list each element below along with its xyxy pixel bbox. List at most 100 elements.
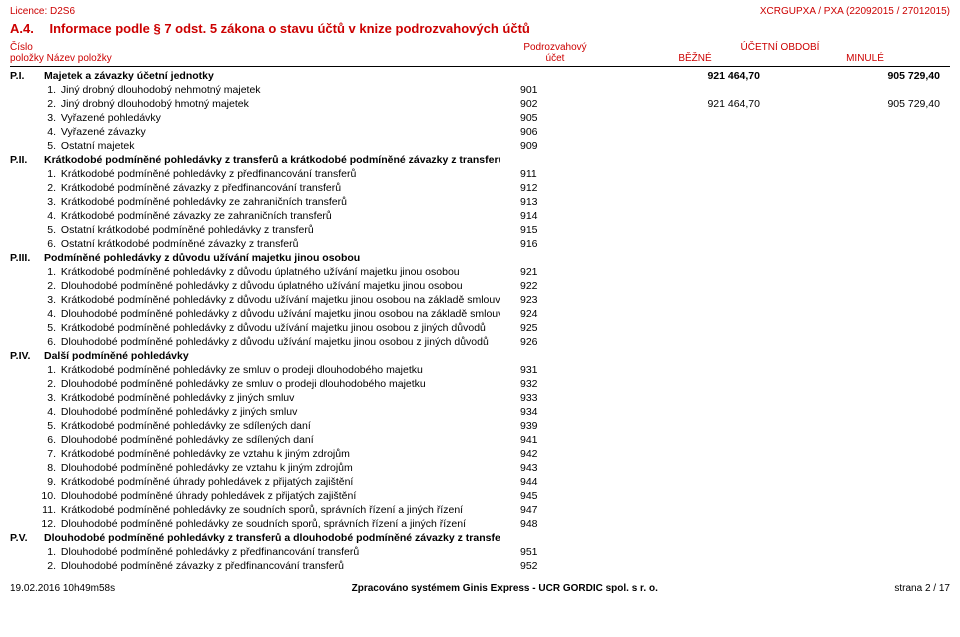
row-v1 [610, 125, 790, 139]
row-v2 [790, 363, 950, 377]
row-num: 4. [32, 405, 56, 419]
table-header: Číslo položky Název položky Podrozvahový… [10, 42, 950, 67]
th-period: ÚČETNÍ OBDOBÍ [610, 42, 950, 53]
row-v2 [790, 503, 950, 517]
table-row: 1. Krátkodobé podmíněné pohledávky z pře… [10, 167, 950, 181]
row-v1 [610, 461, 790, 475]
table-row: 10. Dlouhodobé podmíněné úhrady pohledáv… [10, 489, 950, 503]
row-num: 6. [32, 237, 56, 251]
docref-text: XCRGUPXA / PXA (22092015 / 27012015) [760, 6, 950, 17]
row-label: Dlouhodobé podmíněné pohledávky ze sdíle… [61, 434, 314, 446]
row-v2 [790, 83, 950, 97]
row-num: 2. [32, 181, 56, 195]
th-acct-2: účet [546, 53, 565, 64]
row-acct: 914 [500, 209, 610, 223]
row-num: 7. [32, 447, 56, 461]
group-code: P.II. [10, 153, 44, 167]
row-label: Vyřazené závazky [61, 126, 146, 138]
row-v1 [610, 391, 790, 405]
th-left-2: položky Název položky [10, 53, 500, 64]
row-label: Dlouhodobé podmíněné pohledávky z důvodu… [61, 336, 489, 348]
row-label: Dlouhodobé podmíněné pohledávky z jiných… [61, 406, 297, 418]
group-code: P.IV. [10, 349, 44, 363]
row-label: Jiný drobný dlouhodobý nehmotný majetek [61, 84, 261, 96]
footer: 19.02.2016 10h49m58s Zpracováno systémem… [0, 583, 960, 598]
table-row: 4. Dlouhodobé podmíněné pohledávky z jin… [10, 405, 950, 419]
row-label: Krátkodobé podmíněné pohledávky z předfi… [61, 168, 356, 180]
row-v2 [790, 545, 950, 559]
row-v1 [610, 279, 790, 293]
row-v2 [790, 167, 950, 181]
group-v1 [610, 531, 790, 545]
row-acct: 931 [500, 363, 610, 377]
group-v1 [610, 349, 790, 363]
row-label: Dlouhodobé podmíněné pohledávky z důvodu… [61, 308, 500, 320]
row-v2 [790, 489, 950, 503]
row-v1 [610, 419, 790, 433]
row-v2 [790, 307, 950, 321]
th-acct-1: Podrozvahový [500, 42, 610, 53]
row-label: Ostatní krátkodobé podmíněné závazky z t… [61, 238, 299, 250]
row-v2 [790, 475, 950, 489]
row-acct: 921 [500, 265, 610, 279]
row-num: 10. [32, 489, 56, 503]
row-label: Dlouhodobé podmíněné pohledávky z předfi… [61, 546, 359, 558]
row-num: 6. [32, 433, 56, 447]
row-num: 2. [32, 559, 56, 573]
row-acct: 906 [500, 125, 610, 139]
row-acct: 944 [500, 475, 610, 489]
table-row: 1. Dlouhodobé podmíněné pohledávky z pře… [10, 545, 950, 559]
table-row: 1. Jiný drobný dlouhodobý nehmotný majet… [10, 83, 950, 97]
row-v1 [610, 559, 790, 573]
table-row: 7. Krátkodobé podmíněné pohledávky ze vz… [10, 447, 950, 461]
row-v2 [790, 517, 950, 531]
group-v2 [790, 531, 950, 545]
footer-left: 19.02.2016 10h49m58s [10, 583, 115, 594]
table-row: 3. Krátkodobé podmíněné pohledávky z jin… [10, 391, 950, 405]
row-v2 [790, 405, 950, 419]
row-v1 [610, 209, 790, 223]
row-acct: 905 [500, 111, 610, 125]
row-acct: 934 [500, 405, 610, 419]
row-v2 [790, 181, 950, 195]
table-row: 6. Ostatní krátkodobé podmíněné závazky … [10, 237, 950, 251]
row-acct: 912 [500, 181, 610, 195]
row-v2 [790, 111, 950, 125]
row-v2 [790, 391, 950, 405]
row-num: 3. [32, 195, 56, 209]
row-acct: 932 [500, 377, 610, 391]
row-label: Ostatní majetek [61, 140, 135, 152]
footer-mid: Zpracováno systémem Ginis Express - UCR … [352, 583, 658, 594]
row-v2 [790, 293, 950, 307]
row-acct: 942 [500, 447, 610, 461]
row-num: 3. [32, 391, 56, 405]
group-v1 [610, 153, 790, 167]
row-num: 4. [32, 125, 56, 139]
group-v1 [610, 251, 790, 265]
table-row: 5. Ostatní krátkodobé podmíněné pohledáv… [10, 223, 950, 237]
row-num: 2. [32, 97, 56, 111]
group-v2 [790, 251, 950, 265]
row-acct: 916 [500, 237, 610, 251]
row-v1 [610, 503, 790, 517]
row-label: Dlouhodobé podmíněné pohledávky ze soudn… [61, 518, 466, 530]
table-row: 5. Krátkodobé podmíněné pohledávky ze sd… [10, 419, 950, 433]
row-v2 [790, 433, 950, 447]
row-num: 12. [32, 517, 56, 531]
row-v1 [610, 139, 790, 153]
section-title: Informace podle § 7 odst. 5 zákona o sta… [49, 21, 529, 36]
table-row: 3. Krátkodobé podmíněné pohledávky ze za… [10, 195, 950, 209]
group-v2: 905 729,40 [790, 69, 950, 83]
row-v2 [790, 223, 950, 237]
row-v1 [610, 475, 790, 489]
row-v2 [790, 559, 950, 573]
row-acct: 901 [500, 83, 610, 97]
table-row: 5. Ostatní majetek909 [10, 139, 950, 153]
row-v1 [610, 405, 790, 419]
group-acct [500, 531, 610, 545]
row-label: Krátkodobé podmíněné pohledávky ze vztah… [61, 448, 350, 460]
table-row: 3. Vyřazené pohledávky905 [10, 111, 950, 125]
row-acct: 922 [500, 279, 610, 293]
table-row: 8. Dlouhodobé podmíněné pohledávky ze vz… [10, 461, 950, 475]
row-acct: 941 [500, 433, 610, 447]
